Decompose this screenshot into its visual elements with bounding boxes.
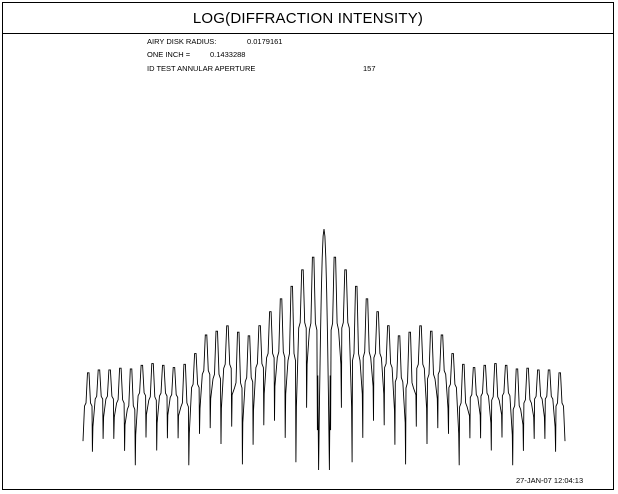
one-inch-label: ONE INCH = xyxy=(147,50,191,59)
intensity-curve xyxy=(82,228,566,471)
airy-radius-label: AIRY DISK RADIUS: xyxy=(147,37,217,46)
plot-frame: LOG(DIFFRACTION INTENSITY) xyxy=(2,2,614,490)
aperture-id-label: ID TEST ANNULAR APERTURE xyxy=(147,64,256,73)
timestamp: 27-JAN-07 12:04:13 xyxy=(516,476,584,485)
one-inch-value: 0.1433288 xyxy=(210,50,246,59)
airy-radius-value: 0.0179161 xyxy=(247,37,283,46)
aperture-id-value: 157 xyxy=(363,64,376,73)
title-bar: LOG(DIFFRACTION INTENSITY) xyxy=(3,3,613,34)
chart-title: LOG(DIFFRACTION INTENSITY) xyxy=(192,9,424,27)
